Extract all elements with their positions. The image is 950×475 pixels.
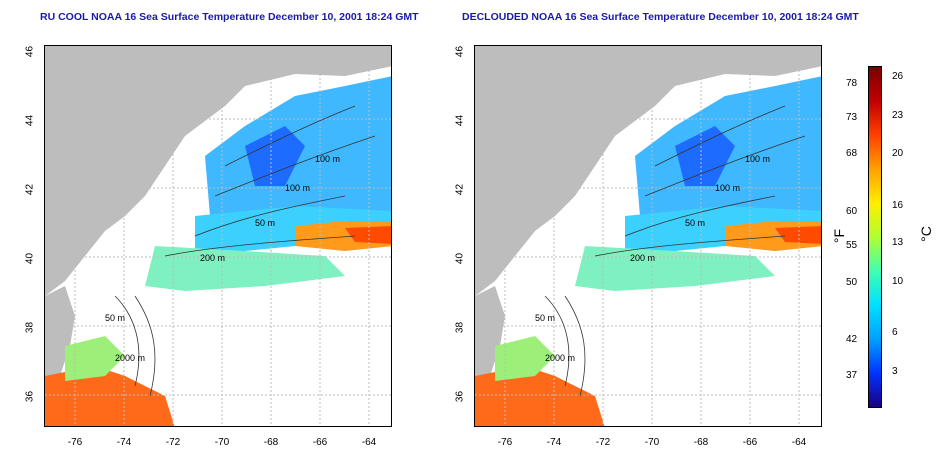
lon-tick: -68 [263, 437, 279, 448]
sst-slope-warm-core [345, 226, 391, 244]
lat-tick: 44 [454, 114, 466, 127]
lat-tick: 36 [454, 390, 466, 403]
land-mass [475, 46, 821, 296]
lon-tick: -70 [214, 437, 230, 448]
celsius-unit-label: °C [917, 226, 934, 242]
fahrenheit-tick: 55 [846, 240, 858, 251]
fahrenheit-unit-label: °F [831, 228, 848, 244]
right-sst-map: 100 m 100 m 50 m 200 m 50 m 2000 m [474, 45, 822, 427]
lat-tick: 42 [454, 183, 466, 196]
lon-tick: -74 [116, 437, 132, 448]
contour-label: 200 m [200, 253, 225, 263]
sst-shelf [625, 206, 821, 256]
contour-label: 2000 m [545, 353, 575, 363]
fahrenheit-tick: 68 [846, 148, 858, 159]
fahrenheit-tick: 78 [846, 78, 858, 89]
celsius-tick: 20 [892, 148, 904, 159]
celsius-tick: 3 [892, 366, 898, 377]
land-mass [45, 46, 391, 296]
lat-tick: 36 [24, 390, 36, 403]
lat-tick: 38 [24, 321, 36, 334]
right-map-title: DECLOUDED NOAA 16 Sea Surface Temperatur… [462, 11, 859, 23]
celsius-tick: 6 [892, 327, 898, 338]
lat-tick: 42 [24, 183, 36, 196]
lon-tick: -72 [595, 437, 611, 448]
lat-tick: 40 [454, 252, 466, 265]
sst-cold-core [245, 126, 305, 186]
lon-tick: -76 [497, 437, 513, 448]
celsius-tick: 16 [892, 200, 904, 211]
contour-label: 50 m [535, 313, 555, 323]
contour-label: 100 m [715, 183, 740, 193]
lat-tick: 38 [454, 321, 466, 334]
sst-slope-warm-core [775, 226, 821, 244]
lon-tick: -64 [361, 437, 377, 448]
sst-shelf [195, 206, 391, 256]
lat-tick: 46 [454, 45, 466, 58]
fahrenheit-tick: 37 [846, 370, 858, 381]
lat-tick: 40 [24, 252, 36, 265]
sst-south-warm [475, 366, 605, 426]
lon-tick: -72 [165, 437, 181, 448]
fahrenheit-tick: 60 [846, 206, 858, 217]
celsius-tick: 13 [892, 237, 904, 248]
contour-label: 50 m [255, 218, 275, 228]
lat-tick: 46 [24, 45, 36, 58]
fahrenheit-tick: 73 [846, 112, 858, 123]
contour-label: 100 m [315, 154, 340, 164]
lon-tick: -66 [312, 437, 328, 448]
sst-midshelf [145, 246, 345, 291]
sst-cold-core [675, 126, 735, 186]
left-sst-map: 100 m 100 m 50 m 200 m 50 m 2000 m [44, 45, 392, 427]
celsius-tick: 23 [892, 110, 904, 121]
contour-label: 50 m [105, 313, 125, 323]
sst-midshelf [575, 246, 775, 291]
sst-south-mid [495, 336, 555, 381]
sst-south-warm [45, 366, 175, 426]
fahrenheit-tick: 50 [846, 277, 858, 288]
lon-tick: -66 [742, 437, 758, 448]
sst-south-mid [65, 336, 125, 381]
lon-tick: -68 [693, 437, 709, 448]
lon-tick: -64 [791, 437, 807, 448]
temperature-colorbar [868, 66, 882, 408]
left-map-title: RU COOL NOAA 16 Sea Surface Temperature … [40, 11, 419, 23]
fahrenheit-tick: 42 [846, 334, 858, 345]
lon-tick: -70 [644, 437, 660, 448]
lon-tick: -74 [546, 437, 562, 448]
contour-label: 100 m [285, 183, 310, 193]
celsius-tick: 26 [892, 71, 904, 82]
lon-tick: -76 [67, 437, 83, 448]
lat-tick: 44 [24, 114, 36, 127]
contour-label: 100 m [745, 154, 770, 164]
contour-label: 200 m [630, 253, 655, 263]
contour-label: 50 m [685, 218, 705, 228]
contour-label: 2000 m [115, 353, 145, 363]
celsius-tick: 10 [892, 276, 904, 287]
